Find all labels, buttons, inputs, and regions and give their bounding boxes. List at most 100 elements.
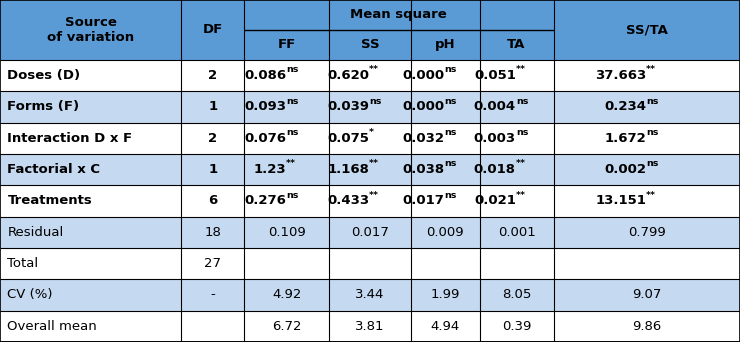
Text: ns: ns: [646, 159, 659, 168]
Text: Source
of variation: Source of variation: [47, 16, 134, 44]
Text: 0.433: 0.433: [327, 194, 369, 208]
Text: 4.92: 4.92: [272, 288, 301, 302]
Text: FF: FF: [278, 38, 296, 51]
Text: 0.000ns: 0.000ns: [415, 69, 475, 82]
Text: **: **: [646, 65, 656, 74]
Text: 0.075*: 0.075*: [346, 132, 394, 145]
Text: 2: 2: [208, 69, 218, 82]
Text: DF: DF: [203, 23, 223, 37]
Text: 0.021: 0.021: [474, 194, 516, 208]
Text: 0.017ns: 0.017ns: [416, 194, 474, 208]
Text: 0.276ns: 0.276ns: [258, 194, 316, 208]
Text: 1.23**: 1.23**: [263, 163, 310, 176]
Bar: [0, 0, 740, 60]
Text: Doses (D): Doses (D): [7, 69, 81, 82]
Text: 0.799: 0.799: [628, 226, 666, 239]
Text: 0.017: 0.017: [403, 194, 444, 208]
Text: **: **: [369, 65, 380, 74]
Text: Total: Total: [7, 257, 38, 270]
Text: **: **: [516, 159, 526, 168]
Text: 13.151**: 13.151**: [614, 194, 679, 208]
Text: 0.032ns: 0.032ns: [415, 132, 475, 145]
Text: 0.018: 0.018: [474, 163, 516, 176]
Text: 0.021**: 0.021**: [488, 194, 545, 208]
Text: Residual: Residual: [7, 226, 64, 239]
Text: 0.038: 0.038: [403, 163, 444, 176]
Text: 0.276: 0.276: [244, 194, 286, 208]
Text: ns: ns: [516, 128, 528, 137]
Text: 1: 1: [208, 163, 218, 176]
Text: 0.093: 0.093: [244, 100, 286, 114]
Text: Factorial x C: Factorial x C: [7, 163, 101, 176]
Bar: [0, 154, 740, 185]
Text: ns: ns: [444, 191, 457, 200]
Text: **: **: [369, 191, 380, 200]
Bar: [0, 279, 740, 311]
Text: 1.168**: 1.168**: [342, 163, 398, 176]
Text: 0.076ns: 0.076ns: [257, 132, 317, 145]
Text: 9.07: 9.07: [632, 288, 662, 302]
Text: 0.002ns: 0.002ns: [617, 163, 676, 176]
Text: 0.620: 0.620: [327, 69, 369, 82]
Bar: [0, 60, 740, 91]
Text: 0.39: 0.39: [502, 320, 531, 333]
Bar: [0, 122, 740, 154]
Text: 0.004: 0.004: [474, 100, 516, 114]
Text: 0.002: 0.002: [604, 163, 646, 176]
Text: 8.05: 8.05: [502, 288, 531, 302]
Text: 18: 18: [204, 226, 221, 239]
Bar: [0, 185, 740, 216]
Text: 0.038ns: 0.038ns: [415, 163, 475, 176]
Text: **: **: [646, 191, 656, 200]
Text: 13.151: 13.151: [595, 194, 646, 208]
Text: 0.075: 0.075: [327, 132, 369, 145]
Text: 1.23: 1.23: [253, 163, 286, 176]
Text: 0.039ns: 0.039ns: [340, 100, 400, 114]
Text: 0.234: 0.234: [604, 100, 646, 114]
Text: ns: ns: [646, 128, 659, 137]
Text: ns: ns: [516, 97, 528, 106]
Text: Overall mean: Overall mean: [7, 320, 97, 333]
Text: 0.433**: 0.433**: [342, 194, 398, 208]
Text: 0.000ns: 0.000ns: [415, 100, 475, 114]
Text: ns: ns: [444, 97, 457, 106]
Text: Forms (F): Forms (F): [7, 100, 79, 114]
Text: 0.051**: 0.051**: [488, 69, 545, 82]
Text: 2: 2: [208, 132, 218, 145]
Text: 0.001: 0.001: [497, 226, 536, 239]
Text: 9.86: 9.86: [632, 320, 662, 333]
Text: SS/TA: SS/TA: [626, 23, 667, 37]
Text: 1.672: 1.672: [605, 132, 646, 145]
Text: ns: ns: [286, 128, 298, 137]
Text: 0.086: 0.086: [244, 69, 286, 82]
Text: 37.663: 37.663: [595, 69, 646, 82]
Text: ns: ns: [286, 191, 298, 200]
Text: 0.004ns: 0.004ns: [487, 100, 546, 114]
Text: Mean square: Mean square: [351, 9, 447, 22]
Text: Treatments: Treatments: [7, 194, 93, 208]
Text: **: **: [286, 159, 296, 168]
Bar: [0, 248, 740, 279]
Text: 4.94: 4.94: [431, 320, 460, 333]
Text: ns: ns: [444, 159, 457, 168]
Text: **: **: [369, 159, 380, 168]
Text: 0.093ns: 0.093ns: [257, 100, 317, 114]
Bar: [0, 91, 740, 122]
Text: 0.017: 0.017: [351, 226, 389, 239]
Text: 0.003ns: 0.003ns: [487, 132, 546, 145]
Bar: [0, 311, 740, 342]
Text: 6.72: 6.72: [272, 320, 301, 333]
Text: 1: 1: [208, 100, 218, 114]
Text: SS: SS: [360, 38, 380, 51]
Text: 0.000: 0.000: [403, 69, 444, 82]
Text: *: *: [369, 128, 374, 137]
Text: 37.663**: 37.663**: [614, 69, 679, 82]
Text: pH: pH: [435, 38, 455, 51]
Text: **: **: [516, 65, 526, 74]
Text: ns: ns: [444, 65, 457, 74]
Text: -: -: [210, 288, 215, 302]
Text: 0.039: 0.039: [327, 100, 369, 114]
Text: 27: 27: [204, 257, 221, 270]
Text: 1.99: 1.99: [431, 288, 460, 302]
Text: 6: 6: [208, 194, 218, 208]
